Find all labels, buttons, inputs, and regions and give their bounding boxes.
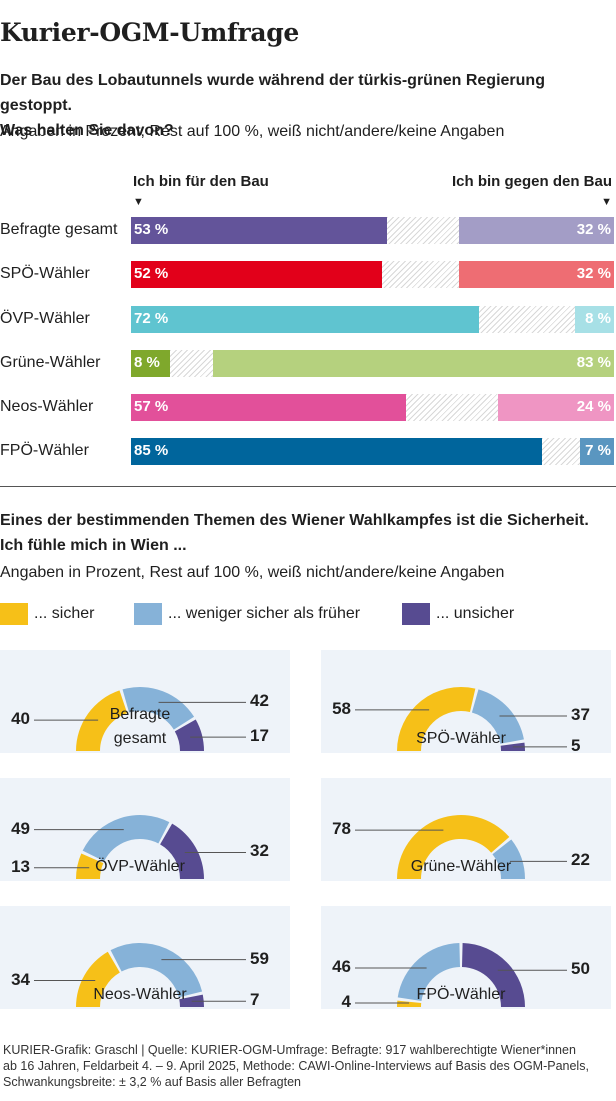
bar-segment-no-answer (541, 438, 581, 465)
donut-center-label: ÖVP-Wähler (80, 855, 200, 879)
donut-label-line: Grüne-Wähler (410, 858, 512, 875)
donut-value-label: 7 (250, 990, 260, 1010)
bar-segment-no-answer (382, 261, 460, 288)
bar-segment-for: 52 % (131, 261, 383, 288)
bar-segment-against: 83 % (213, 350, 614, 377)
donut-value-label: 32 (250, 841, 269, 861)
question-1-line2: Was halten Sie davon? (0, 122, 174, 139)
donut-value-label: 5 (571, 735, 581, 755)
donut-label-line: Neos-Wähler (93, 986, 187, 1003)
legend-swatch (134, 603, 162, 625)
bar-segment-for: 72 % (131, 306, 479, 333)
legend-label: ... weniger sicher als früher (168, 605, 361, 622)
donut-value-label: 37 (571, 705, 590, 724)
question-2-line2: Ich fühle mich in Wien ... (0, 537, 187, 554)
bar-segment-against: 7 % (580, 438, 614, 465)
bar-segment-no-answer (386, 217, 460, 244)
bar-segment-against: 24 % (498, 394, 614, 421)
bar-category-label: Befragte gesamt (0, 221, 118, 238)
bar-segment-for: 53 % (131, 217, 387, 244)
bar-value-label: 72 % (134, 310, 169, 327)
header-against: Ich bin gegen den Bau (451, 173, 612, 190)
bar-category-label: FPÖ-Wähler (0, 442, 89, 459)
source-footer: KURIER-Grafik: Graschl | Quelle: KURIER-… (3, 1042, 615, 1090)
bar-category-label: SPÖ-Wähler (0, 265, 90, 282)
donut-center-label: SPÖ-Wähler (401, 727, 521, 751)
donut-value-label: 42 (250, 691, 269, 711)
legend-item-weniger-sicher: ... weniger sicher als früher (134, 602, 360, 626)
footer-line: Schwankungsbreite: ± 3,2 % auf Basis all… (3, 1075, 301, 1089)
bar-value-label: 57 % (134, 398, 169, 415)
bar-segment-for: 57 % (131, 394, 407, 421)
bar-category-label: Neos-Wähler (0, 398, 94, 415)
bar-value-label: 85 % (134, 442, 169, 459)
bar-segment-against: 32 % (459, 261, 614, 288)
donut-center-label: FPÖ-Wähler (401, 983, 521, 1007)
donut-value-label: 46 (332, 956, 351, 976)
header-for: Ich bin für den Bau (133, 173, 269, 190)
question-2-note: Angaben in Prozent, Rest auf 100 %, weiß… (0, 564, 505, 581)
legend-swatch (402, 603, 430, 625)
bar-category-label: ÖVP-Wähler (0, 310, 90, 327)
stacked-bar-row: 52 % 32 % (131, 261, 614, 288)
bar-segment-no-answer (406, 394, 499, 421)
bar-value-label: 8 % (585, 310, 611, 327)
legend-item-sicher: ... sicher (0, 602, 94, 626)
question-2: Eines der bestimmenden Themen des Wiener… (0, 508, 614, 558)
bar-segment-for: 85 % (131, 438, 542, 465)
bar-segment-no-answer (478, 306, 576, 333)
arrow-down-icon: ▼ (601, 196, 612, 208)
bar-value-label: 32 % (576, 221, 611, 238)
bar-segment-against: 8 % (575, 306, 614, 333)
donut-value-label: 58 (332, 698, 351, 718)
section-divider (0, 486, 616, 487)
bar-value-label: 83 % (576, 354, 611, 371)
donut-value-label: 78 (332, 819, 351, 839)
question-1: Der Bau des Lobautunnels wurde während d… (0, 68, 614, 143)
bar-category-label: Grüne-Wähler (0, 354, 101, 371)
bar-value-label: 7 % (585, 442, 611, 459)
legend-swatch (0, 603, 28, 625)
donut-value-label: 17 (250, 726, 269, 746)
legend-label: ... unsicher (436, 605, 515, 622)
bar-value-label: 53 % (134, 221, 169, 238)
donut-label-line: ÖVP-Wähler (95, 858, 185, 875)
donut-label-line: gesamt (113, 730, 167, 747)
stacked-bar-row: 72 % 8 % (131, 306, 614, 333)
donut-value-label: 49 (11, 818, 30, 838)
arrow-down-icon: ▼ (133, 196, 144, 208)
donut-label-line: SPÖ-Wähler (416, 730, 506, 747)
question-1-note: Angaben in Prozent, Rest auf 100 %, weiß… (0, 123, 505, 140)
stacked-bar-row: 8 % 83 % (131, 350, 614, 377)
bar-segment-against: 32 % (459, 217, 614, 244)
stacked-bar-row: 57 % 24 % (131, 394, 614, 421)
donut-value-label: 34 (11, 969, 30, 989)
stacked-bar-row: 53 % 32 % (131, 217, 614, 244)
bar-value-label: 8 % (134, 354, 160, 371)
bar-value-label: 32 % (576, 265, 611, 282)
bar-value-label: 52 % (134, 265, 169, 282)
donut-center-label: Grüne-Wähler (401, 855, 521, 879)
donut-value-label: 22 (571, 850, 590, 870)
footer-line: ab 16 Jahren, Feldarbeit 4. – 9. April 2… (3, 1059, 589, 1073)
donut-value-label: 4 (341, 992, 351, 1011)
bar-value-label: 24 % (576, 398, 611, 415)
donut-value-label: 50 (571, 959, 590, 979)
donut-value-label: 13 (11, 856, 30, 876)
donut-center-label: Befragte gesamt (80, 703, 200, 751)
question-1-line1: Der Bau des Lobautunnels wurde während d… (0, 72, 545, 114)
legend-label: ... sicher (34, 605, 95, 622)
footer-line: KURIER-Grafik: Graschl | Quelle: KURIER-… (3, 1043, 576, 1057)
donut-label-line: FPÖ-Wähler (416, 986, 506, 1003)
donut-center-label: Neos-Wähler (80, 983, 200, 1007)
bar-segment-no-answer (169, 350, 214, 377)
legend-item-unsicher: ... unsicher (402, 602, 514, 626)
donut-label-line: Befragte (109, 706, 171, 723)
page-title: Kurier-OGM-Umfrage (0, 18, 300, 47)
stacked-bar-row: 85 % 7 % (131, 438, 614, 465)
bar-segment-for: 8 % (131, 350, 170, 377)
donut-value-label: 59 (250, 948, 269, 968)
donut-value-label: 40 (11, 709, 30, 729)
question-2-line1: Eines der bestimmenden Themen des Wiener… (0, 512, 589, 529)
